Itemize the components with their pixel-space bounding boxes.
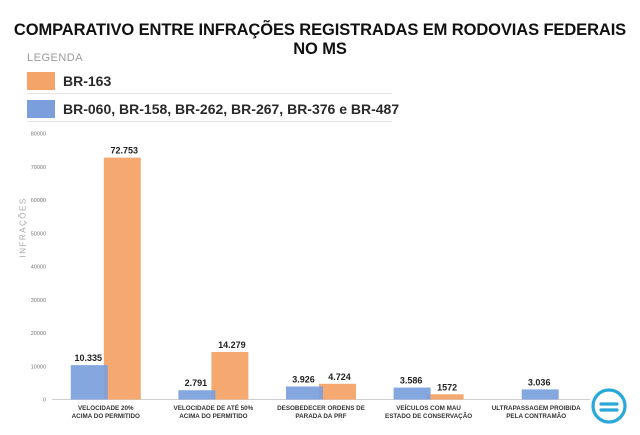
bar-other-roads bbox=[521, 389, 559, 400]
data-label-other-roads: 10.335 bbox=[75, 353, 103, 363]
data-label-other-roads: 3.036 bbox=[528, 377, 551, 387]
legend-label-br163: BR-163 bbox=[63, 72, 112, 89]
y-tick-label: 10000 bbox=[31, 364, 46, 370]
legend-item-br163: BR-163 bbox=[27, 68, 392, 94]
legend: LEGENDA BR-163 BR-060, BR-158, BR-262, B… bbox=[27, 52, 399, 124]
chart-title: COMPARATIVO ENTRE INFRAÇÕES REGISTRADAS … bbox=[13, 21, 627, 58]
bar-other-roads bbox=[393, 387, 431, 400]
y-tick-label: 30000 bbox=[31, 298, 46, 304]
x-category-label: VEÍCULOS COM MAU bbox=[396, 403, 461, 412]
y-tick-label: 80000 bbox=[31, 132, 46, 138]
bar-other-roads bbox=[70, 365, 108, 400]
data-label-other-roads: 2.791 bbox=[185, 378, 208, 388]
x-category-label: ESTADO DE CONSERVAÇÃO bbox=[385, 411, 472, 420]
bar-br163 bbox=[103, 157, 141, 400]
y-tick-label: 60000 bbox=[31, 198, 46, 204]
data-label-br163: 1572 bbox=[437, 382, 457, 392]
x-category-label: ACIMA DO PERMITIDO bbox=[72, 413, 140, 420]
bar-other-roads bbox=[178, 390, 216, 400]
y-tick-label: 70000 bbox=[31, 165, 46, 171]
circled-e-logo-icon bbox=[591, 388, 627, 424]
logo-bars bbox=[599, 402, 619, 412]
bar-other-roads bbox=[286, 386, 323, 400]
data-label-br163: 72.753 bbox=[111, 146, 139, 156]
data-label-other-roads: 3.926 bbox=[292, 374, 315, 384]
x-category-label: ACIMA DO PERMITIDO bbox=[179, 413, 247, 420]
legend-swatch-br163 bbox=[27, 71, 55, 90]
bar-br163 bbox=[426, 394, 464, 400]
legend-heading: LEGENDA bbox=[27, 52, 84, 64]
legend-item-other-roads: BR-060, BR-158, BR-262, BR-267, BR-376 e… bbox=[27, 96, 399, 122]
y-tick-label: 50000 bbox=[31, 231, 46, 237]
x-category-label: VELOCIDADE 20% bbox=[78, 405, 134, 412]
y-tick-label: 40000 bbox=[31, 265, 46, 271]
legend-label-other-roads: BR-060, BR-158, BR-262, BR-267, BR-376 e… bbox=[63, 100, 400, 117]
x-category-label: VELOCIDADE DE ATÉ 50% bbox=[174, 403, 254, 412]
x-category-label: DESOBEDECER ORDENS DE bbox=[277, 405, 365, 412]
bar-br163 bbox=[319, 383, 356, 400]
data-label-other-roads: 3.586 bbox=[400, 376, 423, 386]
data-label-br163: 14.279 bbox=[218, 340, 246, 350]
x-category-label: ULTRAPASSAGEM PROIBIDA bbox=[492, 405, 581, 412]
data-label-br163: 4.724 bbox=[328, 372, 351, 382]
y-tick-label: 20000 bbox=[31, 331, 46, 337]
bar-br163 bbox=[211, 352, 249, 400]
x-category-label: PELA CONTRAMÃO bbox=[506, 411, 566, 420]
x-category-label: PARADA DA PRF bbox=[295, 413, 346, 420]
logo-ring bbox=[591, 388, 627, 424]
y-tick-label: 0 bbox=[43, 398, 46, 404]
legend-swatch-other-roads bbox=[27, 99, 55, 118]
